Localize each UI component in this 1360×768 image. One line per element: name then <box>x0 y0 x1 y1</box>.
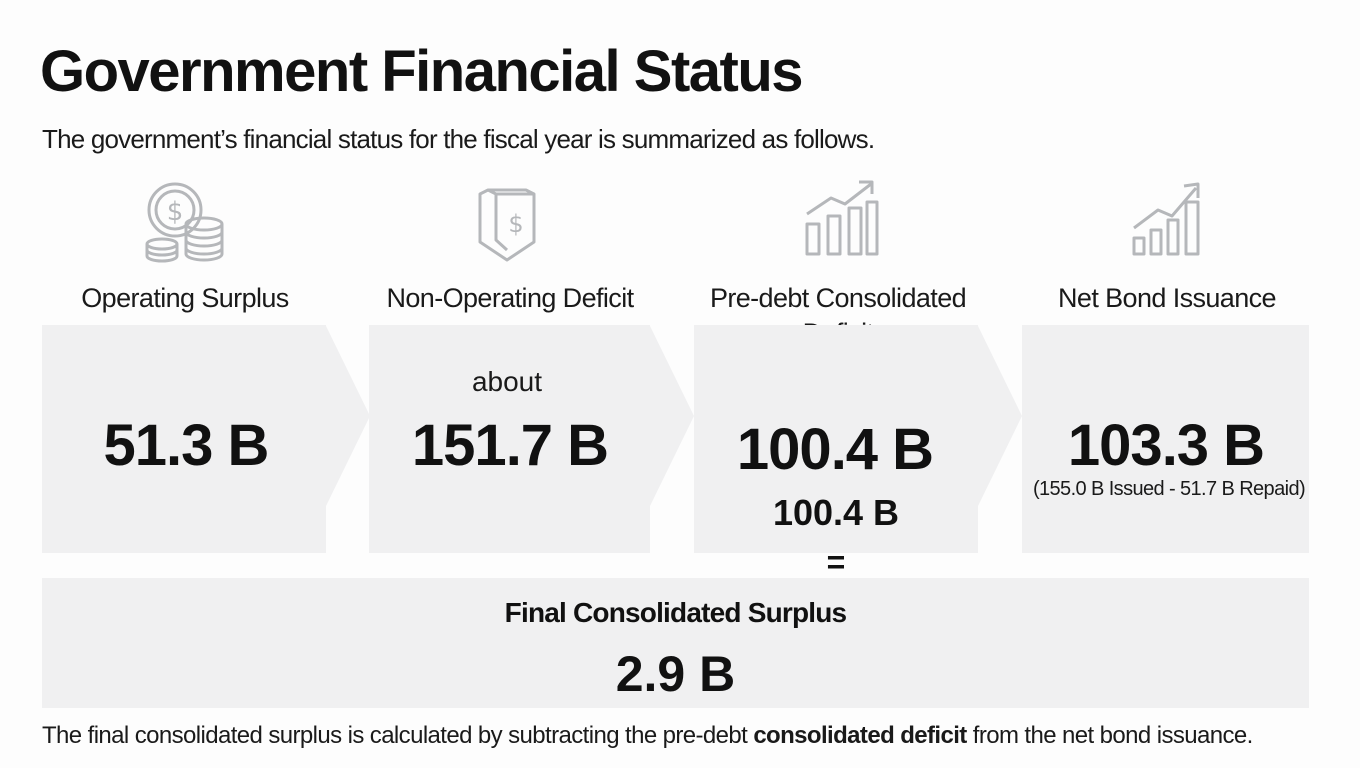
footnote: The final consolidated surplus is calcul… <box>42 722 1253 750</box>
page-title: Government Financial Status <box>40 39 804 104</box>
money-bag-icon: $ <box>478 188 536 262</box>
footnote-text: The final consolidated surplus is calcul… <box>42 722 754 749</box>
growth-chart-icon <box>1132 182 1200 256</box>
approx-prefix: about <box>471 366 543 397</box>
label-net-bond-issuance: Net Bond Issuance <box>1058 283 1277 313</box>
operating-surplus-value: 51.3 B <box>103 413 270 478</box>
non-operating-deficit-panel <box>369 325 650 553</box>
final-surplus-value: 2.9 B <box>615 646 736 702</box>
coins-icon: $ <box>145 182 224 263</box>
bond-issuance-breakdown: (155.0 B Issued - 51.7 B Repaid) <box>1032 478 1306 500</box>
final-surplus-label: Final Consolidated Surplus <box>504 597 847 628</box>
footnote-text-end: from the net bond issuance. <box>966 722 1254 749</box>
footnote-emphasis: consolidated deficit <box>753 722 967 749</box>
non-operating-deficit-value: 151.7 B <box>411 413 609 478</box>
page-subtitle: The government’s financial status for th… <box>42 124 875 154</box>
svg-text:$: $ <box>508 210 523 238</box>
pre-debt-deficit-panel <box>694 325 978 553</box>
net-bond-issuance-panel <box>1022 325 1309 553</box>
operating-surplus-panel <box>42 325 326 553</box>
label-non-operating-deficit: Non-Operating Deficit <box>386 283 634 313</box>
pre-debt-deficit-value: 100.4 B <box>736 417 934 482</box>
label-operating-surplus: Operating Surplus <box>81 283 289 313</box>
pre-debt-deficit-repeat: 100.4 B <box>772 492 900 533</box>
final-surplus-panel <box>42 578 1309 708</box>
equals-sign: = <box>826 544 846 580</box>
svg-text:$: $ <box>167 197 184 227</box>
net-bond-issuance-value: 103.3 B <box>1067 413 1265 478</box>
growth-chart-icon <box>805 180 879 256</box>
